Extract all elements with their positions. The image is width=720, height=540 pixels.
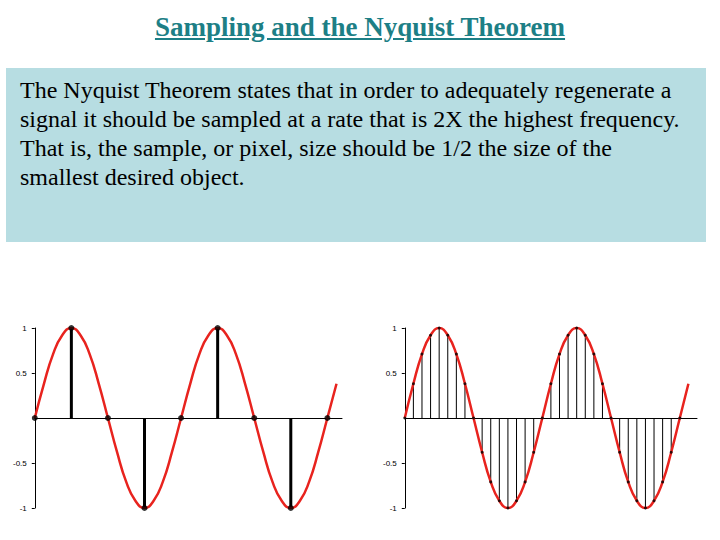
svg-text:1: 1 <box>22 324 27 333</box>
html-text:Sampling and the Nyquist Theor: Sampling and the Nyquist Theorem <box>155 12 565 42</box>
svg-text:0.5: 0.5 <box>16 369 28 378</box>
html-text:The Nyquist Theorem states tha: The Nyquist Theorem states that in order… <box>20 77 680 190</box>
svg-text:-0.5: -0.5 <box>13 459 27 468</box>
svg-text:1: 1 <box>392 324 397 333</box>
svg-text:0.5: 0.5 <box>386 369 398 378</box>
svg-text:-1: -1 <box>390 504 398 513</box>
svg-text:-1: -1 <box>20 504 28 513</box>
svg-text:-0.5: -0.5 <box>383 459 397 468</box>
